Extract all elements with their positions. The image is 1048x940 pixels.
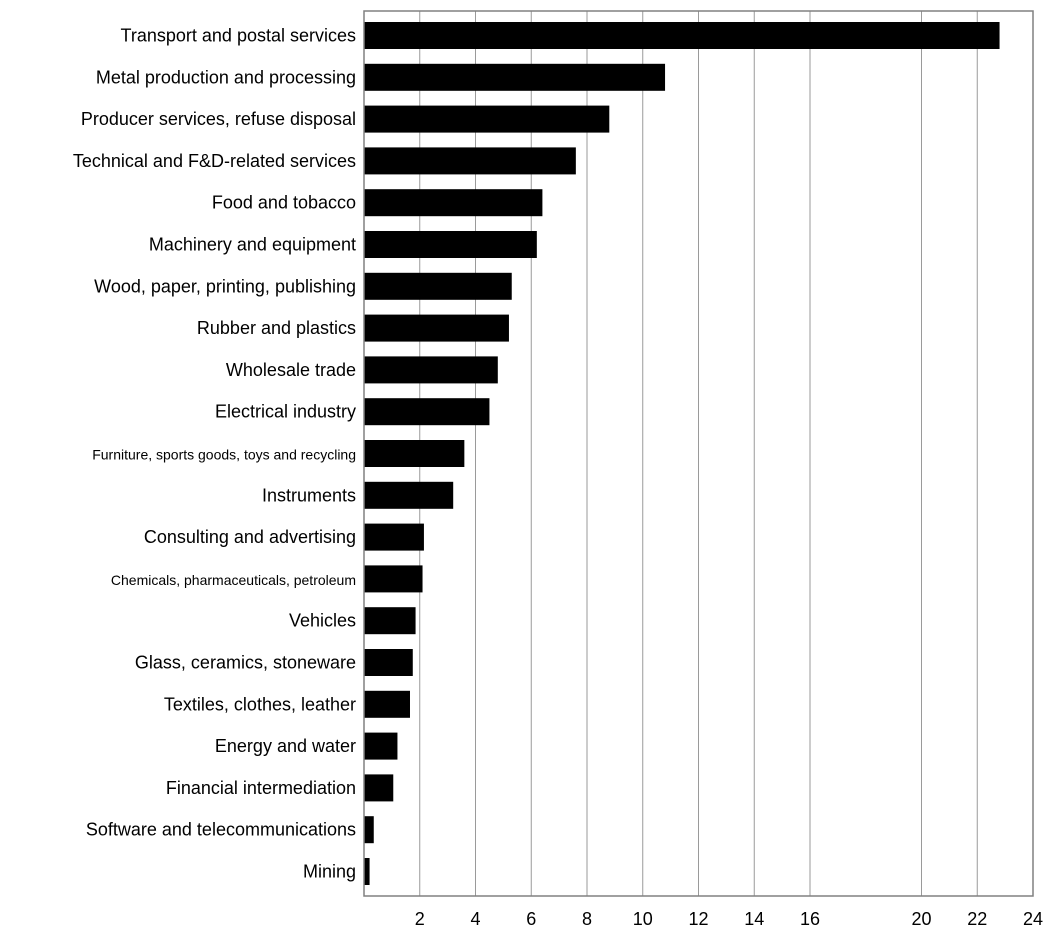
category-label: Technical and F&D-related services — [73, 151, 356, 171]
category-label: Energy and water — [215, 736, 356, 756]
bar — [364, 22, 1000, 49]
bar — [364, 565, 423, 593]
category-label: Wholesale trade — [226, 360, 356, 380]
category-label: Producer services, refuse disposal — [81, 109, 356, 129]
bar — [364, 147, 576, 175]
plot-frame — [363, 10, 1034, 897]
bar — [364, 63, 666, 91]
x-tick-label: 8 — [582, 909, 592, 929]
bar — [364, 272, 512, 300]
bar — [364, 314, 509, 342]
category-label: Instruments — [262, 485, 356, 505]
bar — [364, 189, 543, 217]
x-tick-label: 14 — [744, 909, 764, 929]
category-label: Financial intermediation — [166, 778, 356, 798]
category-label: Vehicles — [289, 611, 356, 631]
bar — [364, 774, 394, 802]
category-label: Food and tobacco — [212, 193, 356, 213]
category-label: Machinery and equipment — [149, 235, 356, 255]
bar — [364, 523, 424, 551]
bar — [364, 649, 413, 676]
bar — [364, 858, 370, 885]
x-tick-label: 16 — [800, 909, 820, 929]
x-tick-label: 6 — [526, 909, 536, 929]
x-tick-label: 10 — [633, 909, 653, 929]
category-label: Rubber and plastics — [197, 318, 356, 338]
bar — [364, 105, 610, 133]
x-tick-label: 20 — [911, 909, 931, 929]
x-tick-label: 22 — [967, 909, 987, 929]
bar — [364, 356, 498, 384]
bar — [364, 732, 398, 760]
bar — [364, 607, 416, 635]
category-label: Chemicals, pharmaceuticals, petroleum — [111, 572, 356, 588]
category-label: Furniture, sports goods, toys and recycl… — [92, 447, 356, 463]
category-label: Electrical industry — [215, 402, 356, 422]
category-label: Textiles, clothes, leather — [164, 694, 356, 714]
x-tick-label: 4 — [470, 909, 480, 929]
category-label: Metal production and processing — [96, 67, 356, 87]
category-label: Wood, paper, printing, publishing — [94, 276, 356, 296]
x-tick-label: 12 — [688, 909, 708, 929]
category-label: Glass, ceramics, stoneware — [135, 653, 356, 673]
x-tick-label: 2 — [415, 909, 425, 929]
category-label: Transport and postal services — [121, 26, 356, 46]
x-tick-label: 24 — [1023, 909, 1043, 929]
category-label: Consulting and advertising — [144, 527, 356, 547]
bar — [364, 481, 454, 509]
bar — [364, 398, 490, 426]
category-label: Software and telecommunications — [86, 820, 356, 840]
bar — [364, 690, 410, 718]
bar — [364, 440, 465, 467]
category-label: Mining — [303, 862, 356, 882]
bar — [364, 231, 537, 258]
bar — [364, 816, 374, 844]
